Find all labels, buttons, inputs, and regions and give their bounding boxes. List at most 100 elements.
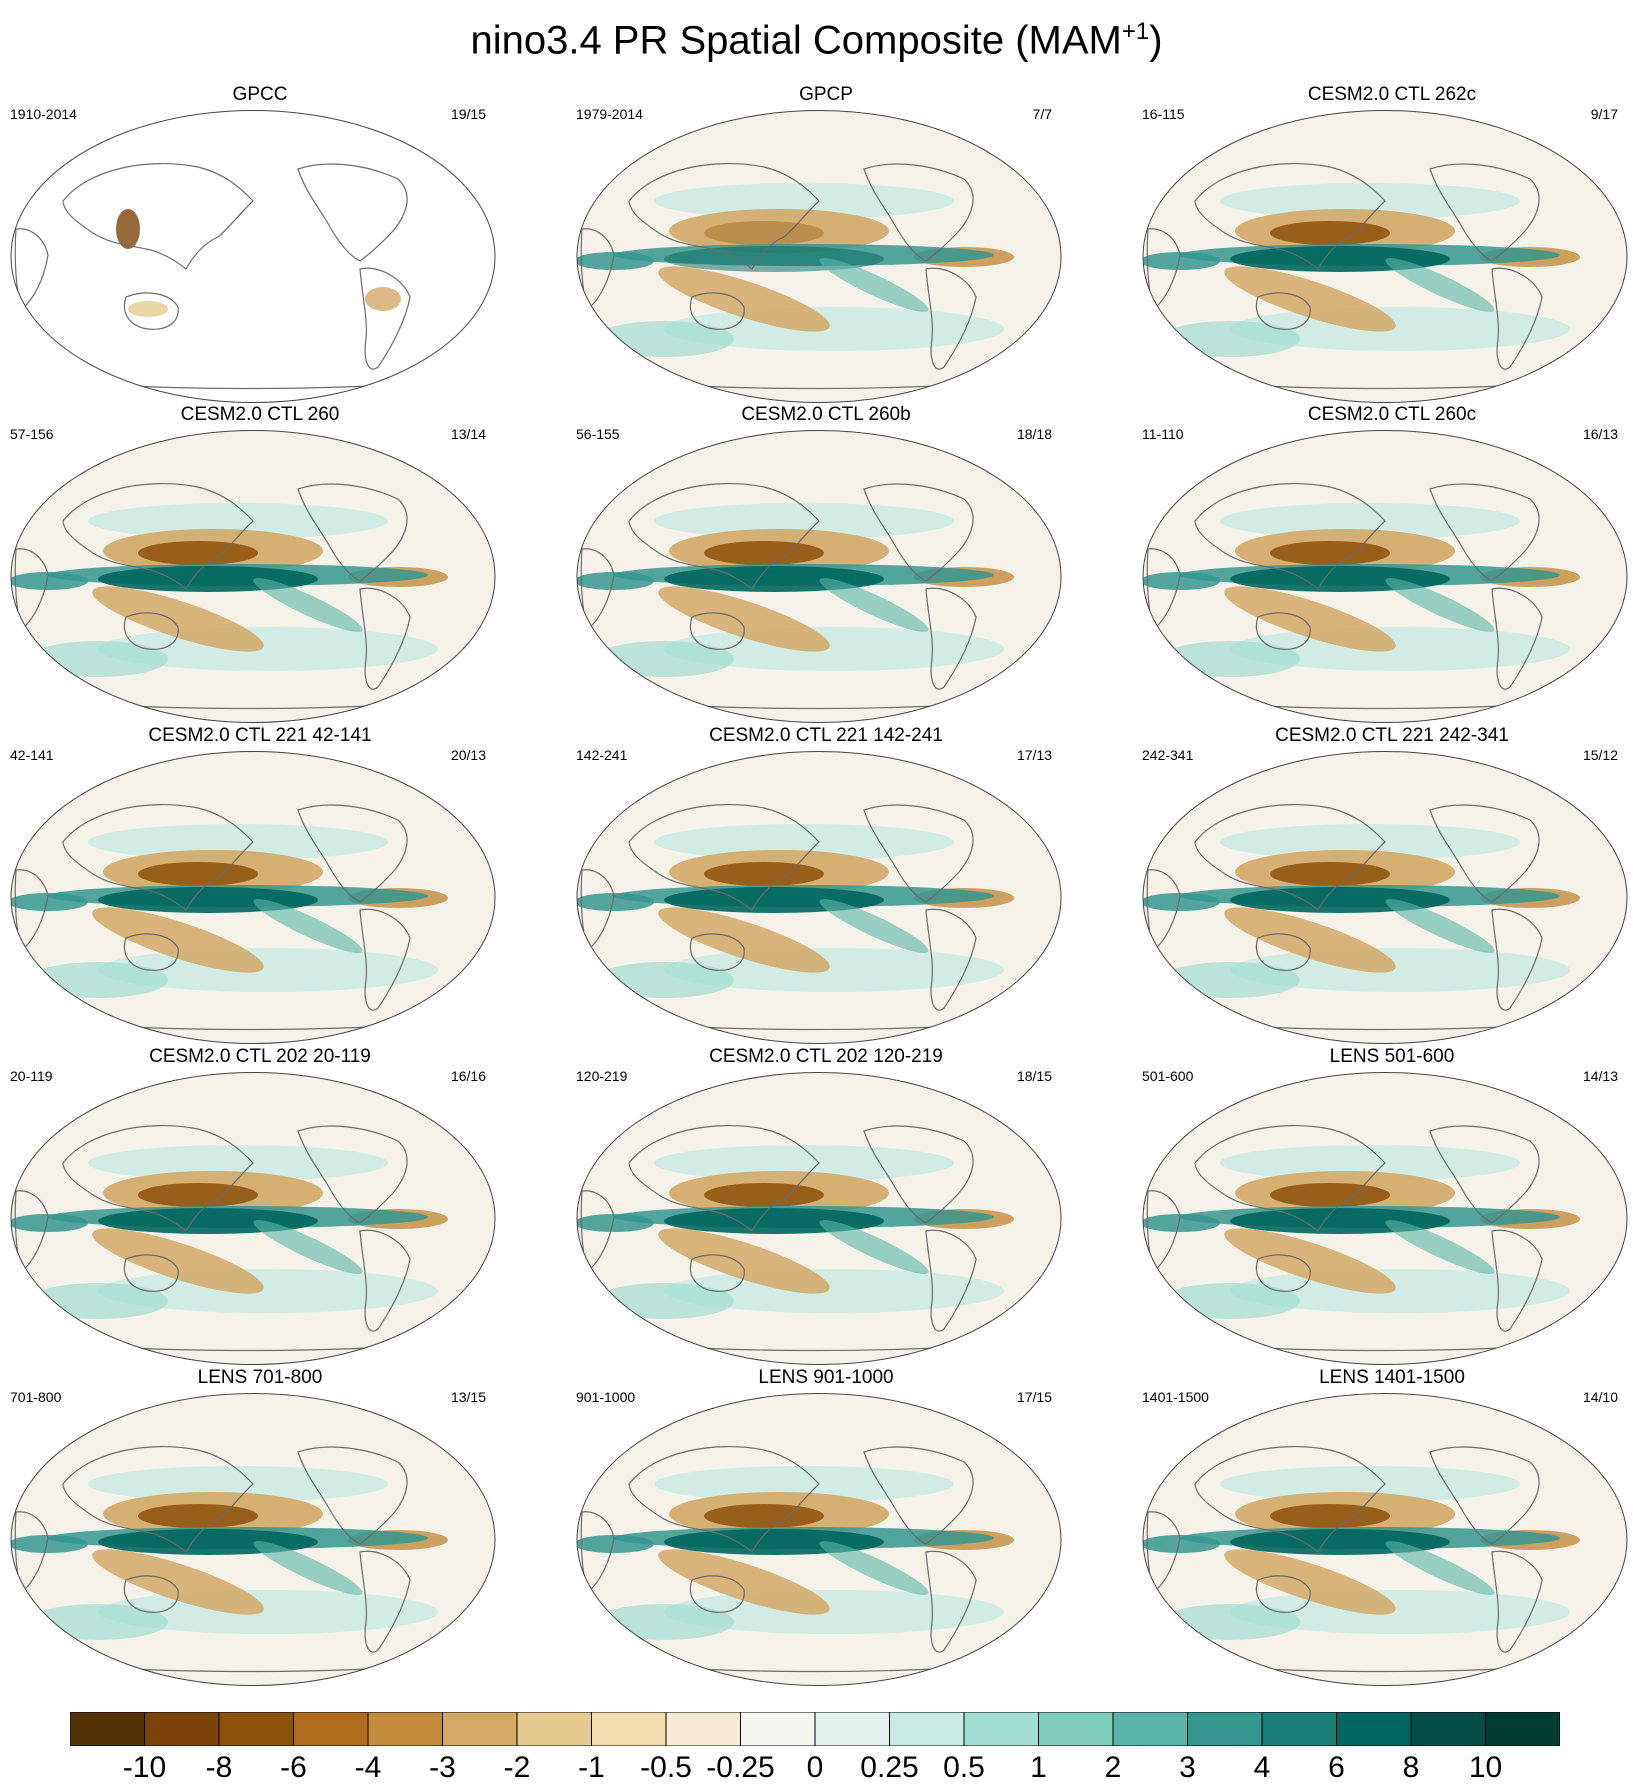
- panel-count: 9/17: [1590, 106, 1618, 122]
- coastline: [1255, 292, 1311, 330]
- anomaly-region: [577, 572, 654, 590]
- anomaly-region: [1270, 541, 1390, 565]
- colorbar-swatch: [442, 1712, 518, 1746]
- colorbar-tick-label: 2: [1104, 1751, 1122, 1784]
- coastline: [1491, 908, 1543, 1011]
- anomaly-region: [1143, 1214, 1220, 1232]
- coastline: [689, 612, 745, 650]
- coastline: [863, 804, 974, 903]
- panel-period: 1979-2014: [576, 106, 643, 122]
- map-panel: CESM2.0 CTL 221 42-141 42-141 20/13: [0, 725, 520, 1045]
- coastline: [1255, 612, 1311, 650]
- map-plot: [576, 110, 1062, 403]
- anomaly-region: [128, 301, 168, 317]
- colorbar: [70, 1712, 1560, 1746]
- coastline: [359, 267, 411, 370]
- coastline: [925, 1550, 977, 1653]
- panel-count: 7/7: [1032, 106, 1052, 122]
- map-border: [1142, 1393, 1628, 1686]
- panel-title: GPCP: [799, 84, 853, 105]
- coastline: [863, 163, 974, 262]
- anomaly-region: [577, 1535, 654, 1553]
- coastline: [123, 292, 179, 330]
- colorbar-tick-label: -3: [429, 1751, 456, 1784]
- map-plot: [10, 1393, 496, 1686]
- map-panel: CESM2.0 CTL 262c 16-115 9/17: [1132, 84, 1633, 404]
- anomaly-region: [1385, 578, 1495, 632]
- panel-title: CESM2.0 CTL 221 42-141: [148, 725, 372, 746]
- map-plot: [1142, 1393, 1628, 1686]
- panel-period: 142-241: [576, 747, 628, 763]
- anomaly-region: [1143, 252, 1220, 270]
- anomaly-region: [1270, 221, 1390, 245]
- anomaly-region: [28, 1283, 168, 1319]
- anomaly-region: [1143, 572, 1220, 590]
- map-border: [1142, 430, 1628, 723]
- coastline: [62, 1445, 254, 1553]
- anomaly-region: [92, 907, 264, 973]
- coastline: [14, 869, 49, 952]
- coastline: [297, 1446, 408, 1545]
- panel-count: 19/15: [450, 106, 486, 122]
- map-panel: CESM2.0 CTL 202 20-119 20-119 16/16: [0, 1046, 520, 1366]
- map-border: [1142, 110, 1628, 403]
- anomaly-region: [819, 1541, 929, 1595]
- anomaly-region: [669, 209, 889, 253]
- colorbar-swatch: [1187, 1712, 1263, 1746]
- coastline: [689, 292, 745, 330]
- anomaly-region: [1270, 1183, 1390, 1207]
- anomaly-region: [577, 893, 654, 911]
- coastline: [1194, 162, 1386, 270]
- coastline: [580, 1511, 615, 1594]
- map-plot: [576, 751, 1062, 1044]
- anomaly-region: [704, 1183, 824, 1207]
- anomaly-region: [365, 287, 401, 311]
- coastline: [628, 1445, 820, 1553]
- anomaly-region: [704, 221, 824, 245]
- panel-count: 14/13: [1582, 1068, 1618, 1084]
- coastline: [863, 1125, 974, 1224]
- coastline: [580, 1190, 615, 1273]
- anomaly-region: [654, 1466, 954, 1502]
- anomaly-region: [11, 1214, 88, 1232]
- coastline: [123, 933, 179, 971]
- coastline: [863, 1446, 974, 1545]
- map-border: [10, 1393, 496, 1686]
- anomaly-region: [92, 1549, 264, 1615]
- coastline: [628, 1124, 820, 1232]
- anomaly-region: [819, 578, 929, 632]
- map-plot: [1142, 110, 1628, 403]
- coastline: [297, 1125, 408, 1224]
- anomaly-region: [1224, 1228, 1396, 1294]
- anomaly-region: [654, 1145, 954, 1181]
- anomaly-region: [88, 1145, 388, 1181]
- anomaly-region: [819, 899, 929, 953]
- anomaly-region: [1385, 1220, 1495, 1274]
- panel-count: 16/13: [1582, 426, 1618, 442]
- map-border: [10, 751, 496, 1044]
- panel-period: 1910-2014: [10, 106, 77, 122]
- colorbar-tick-label: -0.25: [706, 1751, 775, 1784]
- anomaly-region: [138, 1504, 258, 1528]
- colorbar-tick-label: -8: [205, 1751, 233, 1784]
- anomaly-region: [594, 962, 734, 998]
- colorbar-swatch: [70, 1712, 145, 1746]
- anomaly-region: [1224, 586, 1396, 652]
- panel-count: 18/18: [1016, 426, 1052, 442]
- anomaly-region: [1224, 266, 1396, 332]
- panel-period: 501-600: [1142, 1068, 1194, 1084]
- panel-title: CESM2.0 CTL 202 120-219: [709, 1046, 943, 1067]
- panel-count: 18/15: [1016, 1068, 1052, 1084]
- anomaly-region: [1270, 1504, 1390, 1528]
- coastline: [628, 803, 820, 911]
- map-panel: CESM2.0 CTL 260c 11-110 16/13: [1132, 404, 1633, 724]
- anomaly-region: [11, 893, 88, 911]
- panel-period: 56-155: [576, 426, 620, 442]
- coastline: [14, 548, 49, 631]
- colorbar-tick-label: 1: [1030, 1751, 1047, 1784]
- anomaly-region: [253, 1541, 363, 1595]
- coastline: [580, 228, 615, 311]
- coastline: [925, 267, 977, 370]
- anomaly-region: [28, 962, 168, 998]
- coastline: [1194, 482, 1386, 590]
